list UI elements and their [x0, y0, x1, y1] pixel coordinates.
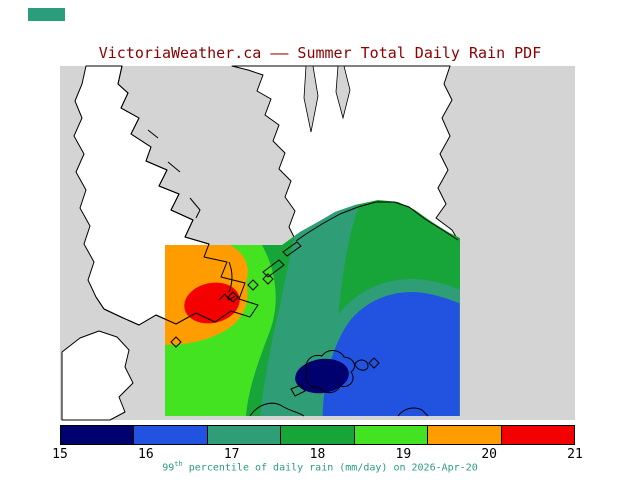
site-logo-box	[28, 8, 65, 21]
colorbar-tick: 16	[138, 447, 154, 462]
colorbar-segment	[280, 426, 354, 444]
station-marker-diamond	[227, 291, 239, 303]
plot-caption: 99th percentile of daily rain (mm/day) o…	[0, 460, 640, 473]
colorbar-tick-labels: 15 16 17 18 19 20 21	[52, 447, 583, 462]
contour-band-21-max	[184, 282, 240, 324]
colorbar-segment	[353, 426, 428, 444]
colorbar-segment	[133, 426, 207, 444]
colorbar-tick: 17	[223, 447, 240, 462]
colorbar-tick: 21	[567, 447, 583, 462]
olympic-peninsula-land	[61, 330, 134, 421]
small-island-outline	[290, 359, 369, 397]
contour-band-15-min	[295, 358, 349, 394]
south-shore-coast-detail	[249, 402, 429, 417]
contour-band-17	[260, 200, 362, 416]
san-juan-island-outline	[305, 350, 355, 394]
colorbar-tick: 18	[309, 447, 326, 462]
colorbar-segment	[206, 426, 281, 444]
colorbar-legend: 15 16 17 18 19 20 21	[52, 425, 583, 462]
station-marker-diamond	[262, 273, 274, 285]
island-coast-overlay	[86, 65, 259, 326]
station-marker-diamond	[247, 279, 259, 291]
colorbar-segment	[500, 426, 574, 444]
colorbar-segment	[61, 426, 134, 444]
colorbar-segment	[427, 426, 501, 444]
station-markers	[170, 273, 380, 369]
colorbar	[60, 425, 575, 445]
caption-text: percentile of daily rain (mm/day) on 202…	[182, 462, 478, 474]
island-river-detail	[147, 129, 201, 219]
caption-ordinal-suffix: th	[174, 460, 183, 468]
colorbar-tick: 19	[395, 447, 412, 462]
fjord-inlet	[303, 65, 319, 133]
plot-title: VictoriaWeather.ca —— Summer Total Daily…	[98, 44, 542, 62]
station-marker-diamond	[170, 336, 182, 348]
colorbar-tick: 20	[481, 447, 497, 462]
saanich-inlet-detail	[218, 261, 236, 301]
caption-value: 99	[162, 462, 175, 474]
station-marker-diamond	[368, 357, 380, 369]
mainland-coast-overlay	[295, 201, 459, 242]
fjord-inlet	[335, 65, 351, 120]
colorbar-tick: 15	[52, 447, 68, 462]
